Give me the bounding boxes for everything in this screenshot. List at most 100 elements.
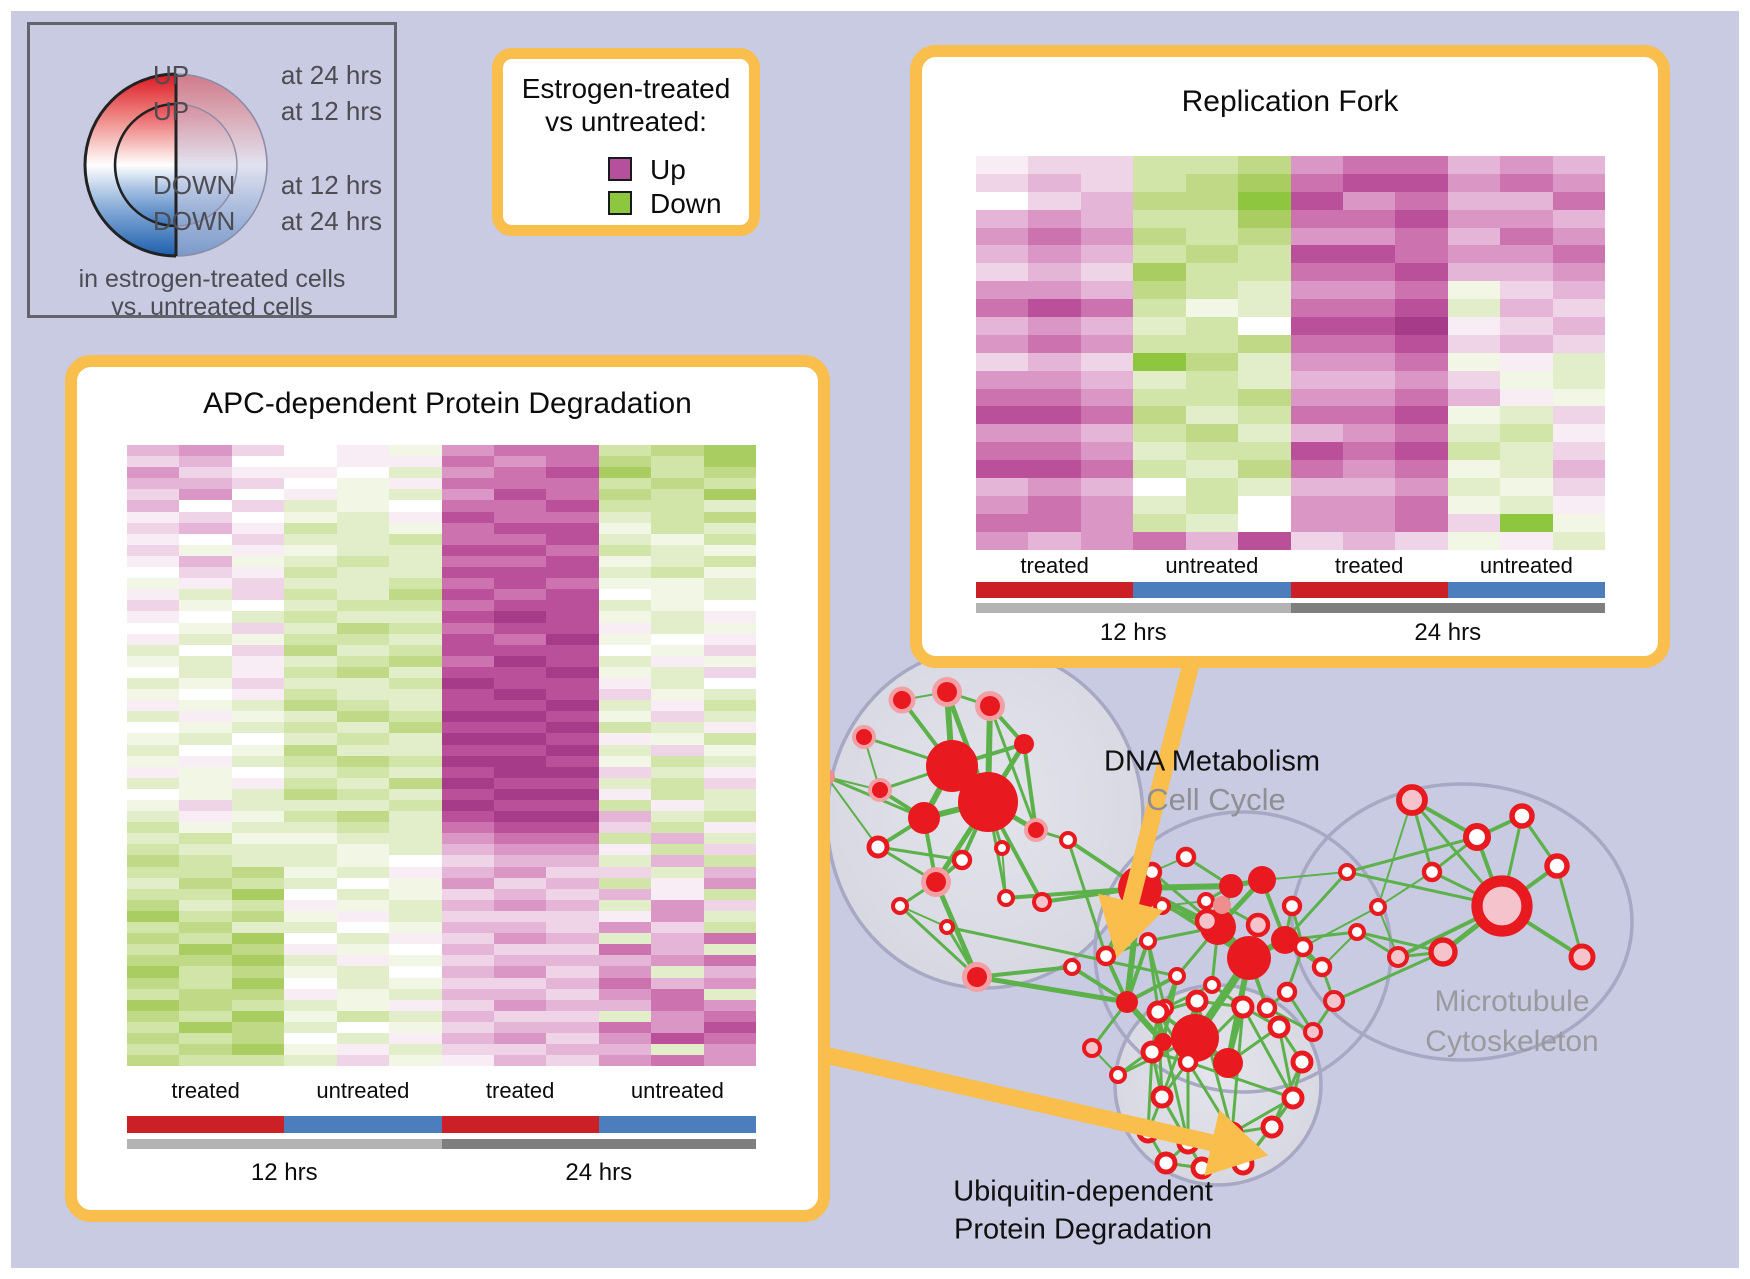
heatmap-cell xyxy=(651,555,704,568)
heatmap-cell xyxy=(1500,388,1553,407)
heatmap-row xyxy=(127,622,757,634)
heatmap-cell xyxy=(127,522,180,534)
heatmap-cell xyxy=(546,733,599,745)
heatmap-cell xyxy=(703,533,757,545)
heatmap-cell xyxy=(1080,263,1134,282)
heatmap-cell xyxy=(441,855,494,867)
heatmap-cell xyxy=(1238,424,1291,443)
heatmap-cell xyxy=(389,910,442,923)
heatmap-cell xyxy=(493,944,547,956)
heatmap-cell xyxy=(546,766,599,778)
heatmap-cell xyxy=(1080,370,1134,389)
heatmap-cell xyxy=(598,744,652,756)
heatmap-cell xyxy=(651,933,704,945)
heatmap-cell xyxy=(336,711,390,723)
heatmap-cell xyxy=(389,689,442,701)
heatmap-cell xyxy=(231,644,285,656)
heatmap-cell xyxy=(1133,370,1186,389)
heatmap-cell xyxy=(651,500,704,512)
heatmap-cell xyxy=(703,666,757,678)
heatmap-cell xyxy=(651,589,704,601)
heatmap-cell xyxy=(1447,334,1501,353)
heatmap-cell xyxy=(546,511,599,523)
heatmap-cell xyxy=(127,633,180,645)
heatmap-cell xyxy=(1447,317,1501,335)
heatmap-row xyxy=(127,877,757,889)
heatmap-cell xyxy=(1395,370,1448,389)
heatmap-cell xyxy=(1447,173,1501,192)
heatmap-cell xyxy=(546,666,599,678)
heatmap-cell xyxy=(598,478,652,490)
heatmap-cell xyxy=(179,922,232,934)
heatmap-row xyxy=(127,1032,757,1045)
heatmap-cell xyxy=(651,888,704,900)
replication-fork-panel: Replication Fork treated untreated treated… xyxy=(910,45,1670,668)
heatmap-cell xyxy=(703,478,757,490)
heatmap-cell xyxy=(127,744,180,756)
heatmap-cell xyxy=(231,533,285,545)
heatmap-cell xyxy=(598,533,652,545)
heatmap-cell xyxy=(546,589,599,601)
heatmap-cell xyxy=(1133,156,1186,174)
heatmap-cell xyxy=(336,933,390,945)
heatmap-cell xyxy=(389,544,442,556)
heatmap-cell xyxy=(1552,245,1606,264)
heatmap-cell xyxy=(493,899,547,911)
heatmap-cell xyxy=(1500,531,1553,550)
time-labels-row: 12 hrs 24 hrs xyxy=(127,1159,756,1187)
heatmap-cell xyxy=(546,755,599,767)
heatmap-cell xyxy=(231,922,285,934)
treatment-colorbar xyxy=(976,581,1605,598)
heatmap-cell xyxy=(1447,531,1501,550)
heatmap-cell xyxy=(703,855,757,867)
heatmap-cell xyxy=(1290,460,1343,479)
heatmap-cell xyxy=(493,910,547,923)
heatmap-cell xyxy=(231,833,285,845)
heatmap-cell xyxy=(389,1055,442,1067)
heatmap-cell xyxy=(703,589,757,601)
heatmap-cell xyxy=(336,467,390,479)
heatmap-cell xyxy=(389,977,442,989)
heatmap-cell xyxy=(284,999,337,1011)
time-24-bar xyxy=(441,1139,756,1150)
heatmap-cell xyxy=(1395,209,1448,228)
heatmap-row xyxy=(127,822,757,834)
heatmap-cell xyxy=(651,489,704,501)
heatmap-cell xyxy=(1080,495,1134,514)
heatmap-cell xyxy=(493,633,547,645)
heatmap-cell xyxy=(1185,299,1239,318)
heatmap-cell xyxy=(703,766,757,778)
heatmap-cell xyxy=(284,666,337,678)
heatmap-cell xyxy=(1028,460,1081,479)
heatmap-cell xyxy=(651,633,704,645)
heatmap-cell xyxy=(336,578,390,590)
heatmap-cell xyxy=(179,522,232,534)
heatmap-cell xyxy=(336,533,390,545)
heatmap-cell xyxy=(179,1055,232,1067)
heatmap-row xyxy=(976,209,1606,228)
heatmap-cell xyxy=(976,513,1029,532)
heatmap-cell xyxy=(127,999,180,1011)
heatmap-cell xyxy=(1447,209,1501,228)
heatmap-cell xyxy=(493,544,547,556)
heatmap-cell xyxy=(1447,495,1501,514)
heatmap-cell xyxy=(441,977,494,989)
up-item-label: Up xyxy=(650,154,686,185)
heatmap-cell xyxy=(1395,317,1448,335)
heatmap-cell xyxy=(231,766,285,778)
heatmap-cell xyxy=(389,877,442,889)
heatmap-cell xyxy=(976,388,1029,407)
heatmap-cell xyxy=(389,922,442,934)
heatmap-cell xyxy=(179,644,232,656)
heatmap-cell xyxy=(546,445,599,457)
heatmap-cell xyxy=(284,677,337,690)
heatmap-cell xyxy=(389,1021,442,1033)
heatmap-row xyxy=(127,766,757,778)
heatmap-cell xyxy=(127,755,180,767)
heatmap-cell xyxy=(389,655,442,667)
heatmap-cell xyxy=(336,722,390,734)
heatmap-cell xyxy=(179,822,232,834)
heatmap-cell xyxy=(493,722,547,734)
heatmap-cell xyxy=(546,977,599,989)
heatmap-cell xyxy=(651,1055,704,1067)
